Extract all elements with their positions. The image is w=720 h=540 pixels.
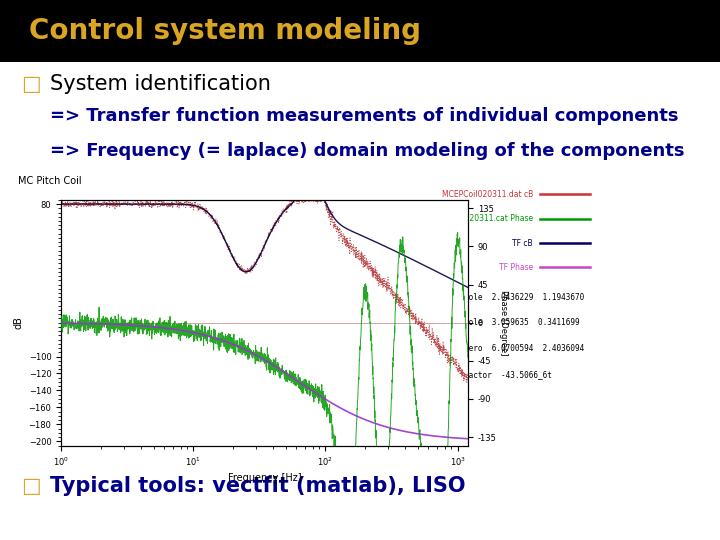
FancyBboxPatch shape [0, 0, 720, 62]
Text: => Transfer function measurements of individual components: => Transfer function measurements of ind… [50, 107, 679, 125]
Text: pole  3.059635  0.3411699: pole 3.059635 0.3411699 [464, 319, 580, 327]
Text: MCEPCoil020311.cat Phase: MCEPCoil020311.cat Phase [428, 214, 533, 223]
Text: TF Phase: TF Phase [498, 263, 533, 272]
Text: System identification: System identification [50, 73, 271, 94]
X-axis label: Frequency [Hz]: Frequency [Hz] [228, 473, 302, 483]
Y-axis label: Phase [Degree]: Phase [Degree] [499, 290, 508, 355]
Text: pole  2.0436229  1.1943670: pole 2.0436229 1.1943670 [464, 293, 585, 301]
Y-axis label: dB: dB [13, 316, 23, 329]
Text: MC Pitch Coil: MC Pitch Coil [18, 176, 81, 186]
Text: TF cB: TF cB [512, 239, 533, 247]
Text: => Frequency (= laplace) domain modeling of the components: => Frequency (= laplace) domain modeling… [50, 142, 685, 160]
Text: □: □ [22, 476, 41, 496]
Text: □: □ [22, 73, 41, 94]
Text: Control system modeling: Control system modeling [29, 17, 420, 45]
Text: Typical tools: vectfit (matlab), LISO: Typical tools: vectfit (matlab), LISO [50, 476, 466, 496]
Text: MCEPCoil020311.dat cB: MCEPCoil020311.dat cB [441, 190, 533, 199]
Text: factor  -43.5066_6t: factor -43.5066_6t [464, 370, 552, 379]
Text: zero  6.0700594  2.4036094: zero 6.0700594 2.4036094 [464, 345, 585, 353]
